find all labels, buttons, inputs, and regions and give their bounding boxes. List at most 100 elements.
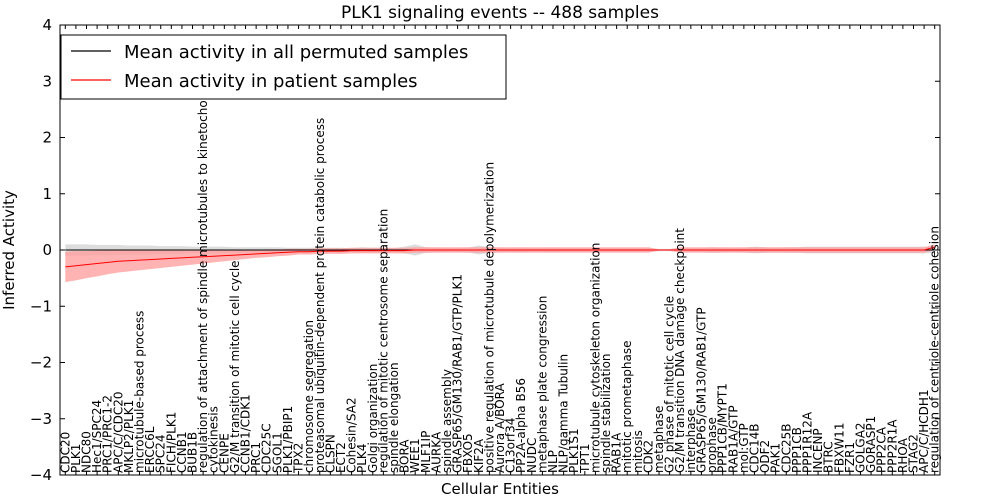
legend-box [60, 34, 507, 100]
x-tick-label: WEE1 [408, 438, 422, 473]
x-tick-label: NLP [546, 450, 560, 473]
x-tick-label: PAK1 [769, 443, 783, 473]
legend-label-patient: Mean activity in patient samples [124, 71, 418, 92]
y-tick-label: 3 [42, 72, 52, 90]
x-tick-label: CDK2 [641, 440, 655, 473]
x-axis-label: Cellular Entities [441, 480, 559, 498]
x-tick-label: Hec1/SPC24 [90, 400, 104, 473]
x-tick-label: regulation of attachment of spindle micr… [196, 88, 210, 473]
x-tick-label: metaphase plate congression [535, 296, 549, 473]
x-tick-label: ECT2 [334, 442, 348, 473]
x-tick-label: FBXO5 [461, 433, 475, 473]
x-tick-label: C13orf34 [504, 418, 518, 473]
x-tick-label: Golgi organization [366, 364, 380, 473]
x-tick-label: TPT1 [578, 443, 592, 474]
x-tick-label: PLK1 [69, 444, 83, 473]
x-tick-label: FBXW11 [832, 423, 846, 474]
x-tick-label: microtubule-based process [133, 311, 147, 473]
x-tick-label: microtubule cytoskeleton organization [588, 243, 602, 473]
x-tick-label: PRC1/PRC1-2 [101, 395, 115, 473]
x-tick-label: cytokinesis [207, 406, 221, 473]
x-tick-label: G2 phase of mitotic cell cycle [663, 296, 677, 473]
x-tick-label: PPP2R1A [885, 419, 899, 473]
y-tick-label: 1 [42, 185, 52, 203]
y-tick-label: −2 [30, 354, 52, 372]
x-tick-label: RAB1A/GTP [726, 405, 740, 473]
x-tick-label: PPP2CA [875, 426, 889, 473]
x-tick-label: PLK1S1 [567, 428, 581, 473]
y-tick-label: −4 [30, 466, 52, 484]
x-tick-label: regulation of mitotic centrosome separat… [376, 209, 390, 473]
x-tick-label: GRASP65/GM130/RAB1/GTP [694, 307, 708, 473]
x-tick-label: PLK1/PBIP1 [281, 406, 295, 473]
x-tick-label: G2/M transition of mitotic cell cycle [228, 260, 242, 473]
x-tick-label: RAB1A [610, 432, 624, 473]
x-tick-label: GORASP1 [864, 416, 878, 473]
x-tick-label: CDC14B [748, 424, 762, 474]
x-tick-label: RHOA [896, 437, 910, 473]
x-tick-label: SPC24 [154, 434, 168, 473]
x-tick-label: PRC1 [249, 442, 263, 473]
x-tick-label: GRASP65/GM130/RAB1/GTP/PLK1 [451, 274, 465, 473]
x-tick-label: spindle assembly [440, 369, 454, 473]
x-tick-label: MLF1IP [419, 431, 433, 473]
x-tick-label: PP2A-alpha B56 [514, 378, 528, 473]
x-tick-label: Aurora A/BORA [493, 383, 507, 473]
x-tick-label: ERCC6L [143, 426, 157, 473]
series-band-1 [65, 244, 935, 283]
x-tick-label: ODF2 [758, 440, 772, 473]
x-tick-label: NLP/gamma Tubulin [557, 354, 571, 473]
x-tick-label: AURKA [429, 431, 443, 473]
x-tick-label: spindle stabilization [599, 353, 613, 473]
x-tick-label: interphase [684, 409, 698, 473]
x-tick-label: APC/C/CDC20 [111, 391, 125, 473]
x-tick-label: CDC25B [779, 424, 793, 474]
x-tick-label: regulation of centriole-centriole cohesi… [928, 226, 942, 473]
series-line-1 [65, 246, 935, 268]
x-tick-label: NUDC [525, 438, 539, 473]
x-tick-label: BORA [398, 439, 412, 473]
plot-frame [59, 24, 941, 476]
x-tick-label: metaphase [652, 406, 666, 473]
x-tick-label: G2/M transition DNA damage checkpoint [673, 228, 687, 473]
x-tick-label: SGOL1 [270, 432, 284, 473]
y-tick-label: −3 [30, 410, 52, 428]
x-tick-label: KIF2A [472, 438, 486, 473]
x-tick-label: mol:GTP [737, 423, 751, 473]
y-tick-label: 4 [42, 16, 52, 34]
x-tick-label: mitosis [631, 430, 645, 473]
x-tick-label: STAG2 [907, 434, 921, 473]
plot-area: −4−3−2−101234CDC20PLK1NDC80Hec1/SPC24PRC… [30, 16, 942, 484]
x-tick-label: CDC20 [58, 432, 72, 473]
x-tick-label: mitotic prometaphase [620, 340, 634, 473]
x-tick-label: GOLGA2 [854, 422, 868, 473]
x-tick-label: MKLP2/PLK1 [122, 400, 136, 473]
x-tick-label: CDC25C [260, 423, 274, 473]
x-tick-label: BTRC [822, 441, 836, 473]
x-tick-label: BUB1B [186, 432, 200, 473]
x-tick-label: FZR1 [843, 442, 857, 473]
x-tick-label: CENPE [217, 433, 231, 473]
x-tick-label: PLK4 [355, 444, 369, 473]
x-tick-label: PPP1CB [790, 427, 804, 473]
x-tick-label: CCNB1 [175, 431, 189, 473]
x-tick-label: FICH/PLK1 [164, 412, 178, 473]
chart-title: PLK1 signaling events -- 488 samples [341, 3, 659, 23]
x-tick-label: APC/C/HCDH1 [917, 389, 931, 473]
x-tick-label: Cohesin/SA2 [345, 397, 359, 473]
y-axis-label: Inferred Activity [0, 190, 18, 310]
x-tick-label: INCENP [811, 428, 825, 473]
x-tick-label: TPX2 [292, 443, 306, 474]
y-tick-label: 2 [42, 129, 52, 147]
legend-label-permuted: Mean activity in all permuted samples [124, 42, 468, 63]
y-tick-label: 0 [42, 241, 52, 259]
x-tick-label: PPP1CB/MYPT1 [716, 383, 730, 473]
y-tick-label: −1 [30, 297, 52, 315]
x-tick-label: PPP1R12A [801, 411, 815, 473]
x-tick-label: CLSPN [323, 434, 337, 473]
x-tick-label: spindle elongation [387, 362, 401, 473]
x-tick-label: positive regulation of microtubule depol… [482, 162, 496, 473]
x-tick-label: proteasomal ubiquitin-dependent protein … [313, 118, 327, 473]
legend: Mean activity in all permuted samples Me… [60, 34, 507, 100]
